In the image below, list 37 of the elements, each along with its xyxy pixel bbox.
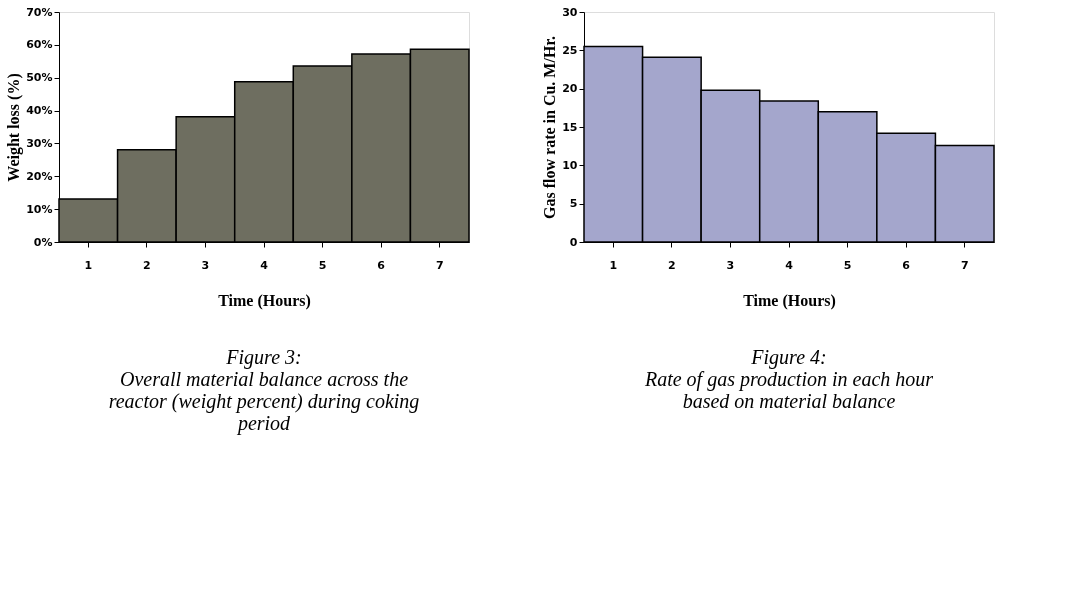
y-axis-title: Gas flow rate in Cu. M/Hr. bbox=[541, 36, 559, 219]
y-tick-label: 0 bbox=[569, 235, 578, 249]
x-tick-label: 5 bbox=[318, 258, 327, 272]
y-tick-label: 15 bbox=[562, 120, 578, 134]
x-tick-label: 6 bbox=[377, 258, 386, 272]
y-tick-label: 50% bbox=[26, 71, 53, 85]
y-tick-label: 25 bbox=[562, 43, 578, 57]
y-axis-title: Weight loss (%) bbox=[5, 73, 24, 182]
y-tick-label: 20% bbox=[26, 169, 53, 183]
x-tick-label: 1 bbox=[84, 258, 93, 272]
y-tick-label: 5 bbox=[569, 197, 578, 211]
y-tick-label: 30% bbox=[26, 136, 53, 150]
text: Rate of gas production in each hour based on material balance bbox=[643, 368, 934, 412]
y-tick-label: 40% bbox=[26, 104, 53, 118]
x-tick-label: 7 bbox=[960, 258, 969, 272]
y-tick-label: 30 bbox=[562, 5, 578, 19]
y-tick-label: 10 bbox=[562, 158, 578, 172]
x-tick-label: 4 bbox=[260, 258, 269, 272]
x-axis-title: Time (Hours) bbox=[218, 291, 311, 310]
caption: Figure 3: bbox=[225, 346, 302, 369]
x-tick-label: 7 bbox=[435, 258, 444, 272]
x-axis-title: Time (Hours) bbox=[743, 291, 836, 310]
x-tick-label: 3 bbox=[726, 258, 735, 272]
y-tick-label: 20 bbox=[562, 82, 578, 96]
y-tick-label: 0% bbox=[33, 235, 53, 249]
x-tick-label: 6 bbox=[902, 258, 911, 272]
x-tick-label: 2 bbox=[668, 258, 676, 272]
x-tick-label: 2 bbox=[143, 258, 151, 272]
x-tick-label: 1 bbox=[609, 258, 618, 272]
caption: Figure 4: bbox=[750, 346, 827, 369]
x-tick-label: 4 bbox=[785, 258, 794, 272]
y-tick-label: 60% bbox=[26, 38, 53, 52]
x-tick-label: 3 bbox=[201, 258, 210, 272]
x-tick-label: 5 bbox=[843, 258, 852, 272]
y-tick-label: 70% bbox=[26, 5, 53, 19]
text: Overall material balance across the reactor (weight percent) during coking period bbox=[108, 368, 420, 435]
y-tick-label: 10% bbox=[26, 202, 53, 216]
